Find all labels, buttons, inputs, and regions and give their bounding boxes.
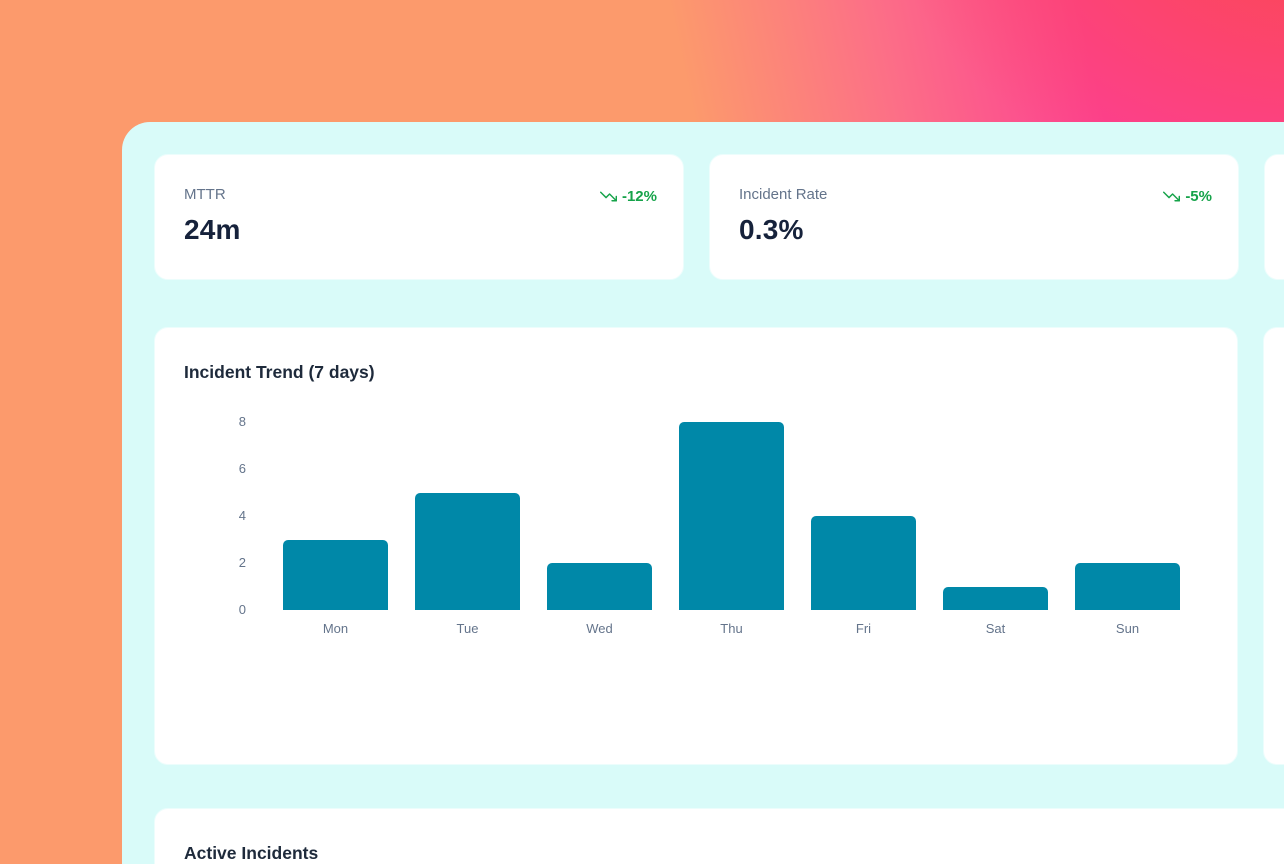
y-axis-tick-label: 0: [238, 602, 246, 617]
bar-chart: 0 2 4 6 8 Mon Tue Wed Thu Fri Sat Sun: [155, 328, 1237, 764]
x-axis-label: Fri: [855, 621, 872, 636]
y-axis-ticks: 0 2 4 6 8: [212, 414, 246, 617]
x-axis-label: Tue: [456, 621, 479, 636]
bar-fri: [811, 516, 916, 610]
trend-value: -5%: [1185, 188, 1212, 205]
x-axis-label: Sun: [1115, 621, 1140, 636]
stats-row: MTTR 24m -12% Incident Rate 0.3%: [154, 154, 1284, 280]
bar-thu: [679, 422, 784, 610]
y-axis-tick-label: 6: [238, 461, 246, 476]
trending-down-icon: [599, 191, 617, 202]
trend-value: -12%: [621, 188, 657, 205]
y-axis-tick-label: 2: [238, 555, 246, 570]
stat-card-partial: [1264, 154, 1284, 280]
x-axis-label: Mon: [322, 621, 349, 636]
chart-plot: Mon Tue Wed Thu Fri Sat Sun: [283, 422, 1180, 636]
stat-value: 0.3%: [739, 214, 804, 245]
active-incidents-title: Active Incidents: [184, 843, 319, 863]
incidents-row: Active Incidents: [154, 808, 1284, 864]
stat-card-mttr: MTTR 24m -12%: [154, 154, 684, 280]
stat-label: Incident Rate: [739, 186, 828, 203]
trending-down-icon: [1163, 191, 1181, 202]
bar-wed: [547, 563, 652, 610]
incident-trend-card: Incident Trend (7 days) 0 2 4 6 8 Mon Tue Wed T…: [154, 327, 1238, 765]
stat-label: MTTR: [184, 186, 226, 203]
stat-value: 24m: [184, 214, 241, 245]
stat-card-incident-rate: Incident Rate 0.3% -5%: [709, 154, 1239, 280]
stat-trend: -12%: [599, 188, 657, 205]
chart-row: Incident Trend (7 days) 0 2 4 6 8 Mon Tue Wed T…: [154, 327, 1284, 765]
y-axis-tick-label: 8: [238, 414, 246, 429]
x-axis-label: Sat: [985, 621, 1006, 636]
stat-trend: -5%: [1163, 188, 1212, 205]
side-card-partial: [1263, 327, 1284, 765]
bar-sun: [1075, 563, 1180, 610]
x-axis-label: Wed: [586, 621, 613, 636]
dashboard-panel: MTTR 24m -12% Incident Rate 0.3%: [122, 122, 1284, 864]
chart-title: Incident Trend (7 days): [184, 362, 375, 382]
bar-sat: [943, 586, 1048, 610]
y-axis-tick-label: 4: [238, 508, 246, 523]
x-axis-label: Thu: [720, 621, 743, 636]
bar-tue: [415, 492, 520, 610]
bar-mon: [283, 539, 388, 610]
active-incidents-card: Active Incidents: [154, 808, 1284, 864]
